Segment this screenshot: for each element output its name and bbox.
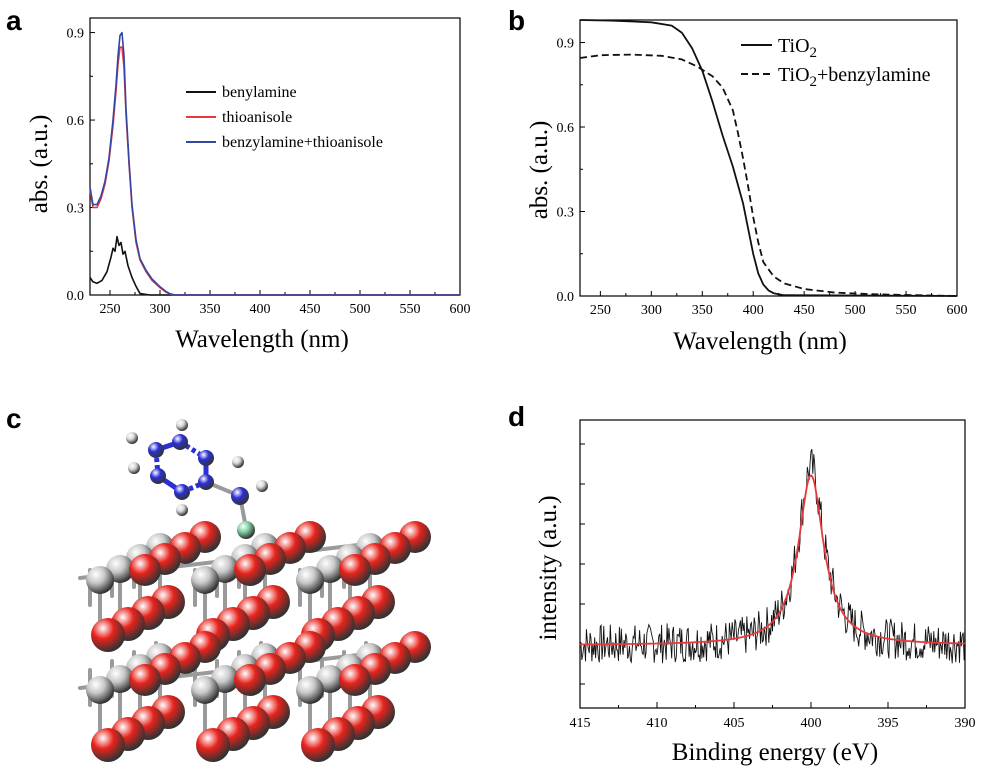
panel-a-xtick-label: 500 — [350, 302, 371, 317]
panel-b-xtick-label: 550 — [896, 303, 917, 318]
hydrogen-atom — [128, 462, 140, 474]
panel-d-xtick-label: 395 — [878, 716, 899, 731]
panel-b-ytick-label: 0.9 — [557, 37, 575, 52]
panel-b-ytick-label: 0.6 — [557, 121, 575, 136]
titanium-atom — [296, 676, 324, 704]
panel-a-legend-label: thioanisole — [222, 109, 292, 126]
panel-b-chart: 250 300 350 400 450 500 550 600 0.0 0.3 0.6 0.9 TiO… — [526, 19, 968, 355]
panel-d-plot-frame — [579, 419, 966, 709]
nitrogen-atom — [237, 521, 255, 539]
panel-b-legend-label: TiO2 — [778, 35, 817, 61]
panel-b-ytick-label: 0.0 — [557, 290, 575, 305]
panel-a-ytick-label: 0.0 — [67, 289, 85, 304]
panel-b-ylabel: abs. (a.u.) — [526, 121, 553, 220]
panel-a-xtick-label: 550 — [400, 302, 421, 317]
panel-b-plot-frame — [579, 19, 958, 297]
panel-b-series-line-0 — [579, 19, 958, 297]
panel-a-xtick-label: 350 — [200, 302, 221, 317]
panel-d-fit-line — [580, 474, 965, 646]
panel-letter-a: a — [6, 5, 22, 36]
oxygen-atom — [339, 664, 371, 696]
carbon-atom — [198, 450, 214, 466]
panel-a-plot-frame — [89, 17, 461, 296]
panel-a-ylabel: abs. (a.u.) — [26, 115, 53, 214]
panel-b-legend-label: TiO2+benzylamine — [778, 64, 931, 90]
panel-b-xlabel: Wavelength (nm) — [673, 328, 847, 355]
panel-a-chart: 250 300 350 400 450 500 550 600 0.0 0.3 0.6 0.9 ben… — [26, 17, 471, 353]
panel-d-xtick-label: 405 — [724, 716, 745, 731]
panel-a-ytick-label: 0.9 — [67, 27, 85, 42]
panel-a-legend-label: benzylamine+thioanisole — [222, 134, 383, 151]
panel-letter-b: b — [508, 5, 525, 36]
hydrogen-atom — [256, 480, 268, 492]
panel-a-xtick-label: 450 — [300, 302, 321, 317]
titanium-atom — [296, 566, 324, 594]
panel-a-xlabel: Wavelength (nm) — [175, 326, 349, 353]
titanium-atom — [86, 676, 114, 704]
panel-d-chart: 415 410 405 400 395 390 Binding energy (eV) i… — [535, 419, 976, 766]
hydrogen-atom — [176, 504, 188, 516]
panel-a-ytick-label: 0.6 — [67, 114, 85, 129]
panel-b-series-line-1 — [579, 53, 958, 297]
panel-a-ytick-label: 0.3 — [67, 202, 85, 217]
panel-d-raw-spectrum-line — [579, 449, 966, 664]
panel-a-series-line-2 — [89, 31, 460, 296]
oxygen-atom — [196, 728, 230, 762]
panel-b-xtick-label: 600 — [947, 303, 968, 318]
panel-a-legend-label: benylamine — [222, 84, 297, 101]
panel-b-xtick-label: 300 — [641, 303, 662, 318]
panel-c-structure — [78, 419, 431, 762]
panel-a-xtick-label: 250 — [100, 302, 121, 317]
panel-a-series-line-0 — [89, 235, 460, 296]
titanium-atom — [86, 566, 114, 594]
panel-d-xtick-label: 410 — [647, 716, 668, 731]
carbon-atom — [198, 474, 214, 490]
panel-b-xtick-label: 400 — [743, 303, 764, 318]
hydrogen-atom — [126, 432, 138, 444]
panel-b-ytick-label: 0.3 — [557, 206, 575, 221]
panel-d-ylabel: intensity (a.u.) — [535, 495, 562, 640]
titanium-atom — [191, 566, 219, 594]
panel-d-xtick-label: 390 — [955, 716, 976, 731]
hydrogen-atom — [232, 456, 244, 468]
ring-bond — [178, 439, 208, 461]
oxygen-atom — [129, 664, 161, 696]
oxygen-atom — [234, 664, 266, 696]
carbon-atom — [172, 434, 188, 450]
panel-d-xtick-label: 415 — [570, 716, 591, 731]
oxygen-atom — [234, 554, 266, 586]
hydrogen-atom — [176, 419, 188, 431]
panel-a-xtick-label: 300 — [150, 302, 171, 317]
oxygen-atom — [129, 554, 161, 586]
carbon-atom — [231, 487, 249, 505]
panel-b-xtick-label: 350 — [692, 303, 713, 318]
panel-a-xtick-label: 400 — [250, 302, 271, 317]
panel-d-xlabel: Binding energy (eV) — [672, 739, 878, 766]
panel-a-xtick-label: 600 — [450, 302, 471, 317]
oxygen-atom — [301, 728, 335, 762]
oxygen-atom — [91, 728, 125, 762]
panel-b-xtick-label: 250 — [590, 303, 611, 318]
titanium-atom — [191, 676, 219, 704]
carbon-atom — [174, 484, 190, 500]
panel-letter-c: c — [6, 403, 22, 434]
panel-letter-d: d — [508, 401, 525, 432]
carbon-atom — [148, 442, 164, 458]
oxygen-atom — [339, 554, 371, 586]
panel-b-xtick-label: 450 — [794, 303, 815, 318]
panel-d-xtick-label: 400 — [801, 716, 822, 731]
panel-b-xtick-label: 500 — [845, 303, 866, 318]
oxygen-atom — [91, 618, 125, 652]
carbon-atom — [150, 468, 166, 484]
